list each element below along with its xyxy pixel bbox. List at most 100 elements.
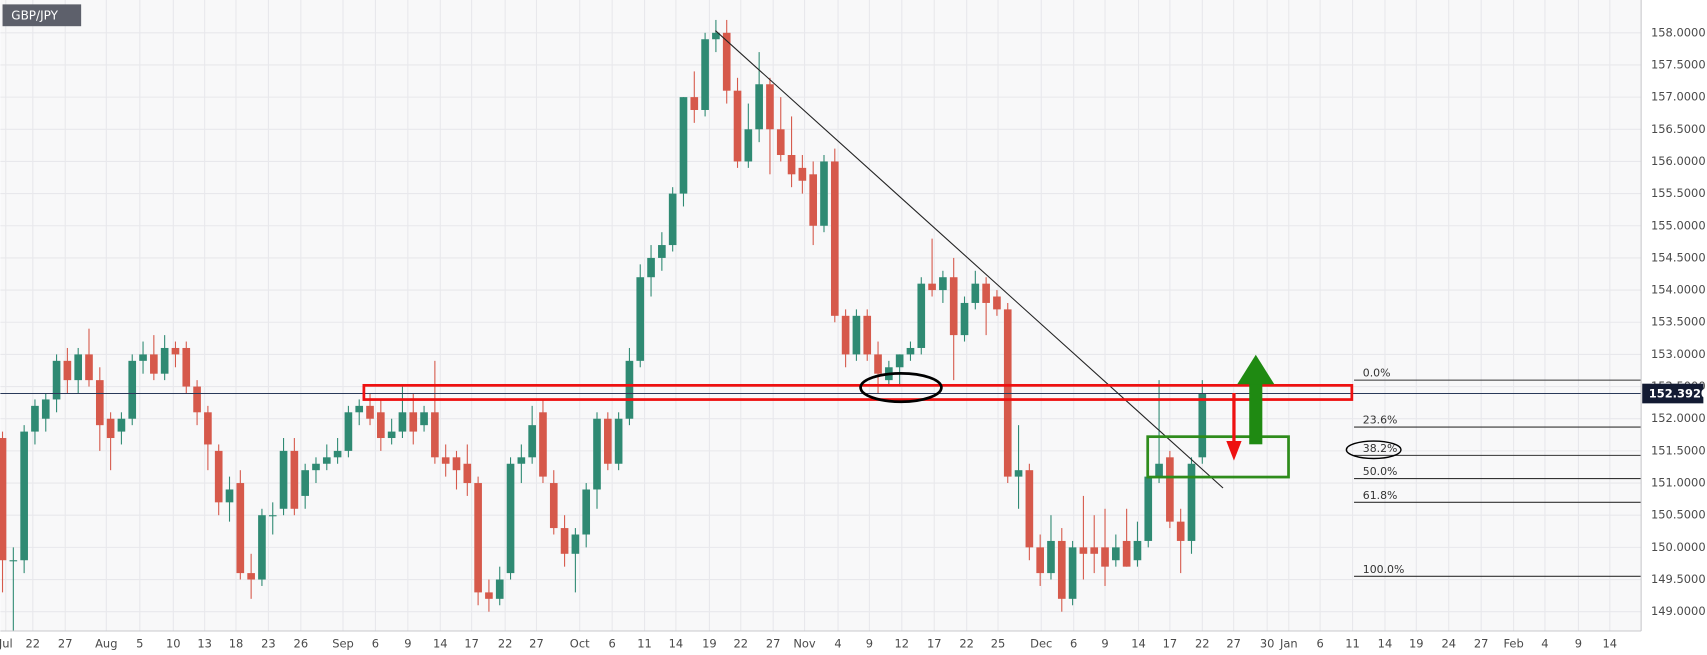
y-tick-label: 153.5000 (1651, 315, 1706, 329)
x-tick-label: 5 (136, 637, 143, 651)
candle-body (247, 573, 255, 580)
candle-body (895, 354, 904, 368)
candle-body (549, 483, 558, 529)
candle-body (1079, 547, 1088, 554)
circle-annotation (859, 371, 943, 404)
chart-title: GBP/JPY (11, 8, 58, 22)
y-tick-label: 158.0000 (1651, 25, 1706, 39)
candle-body (258, 515, 266, 580)
x-tick-label: 11 (637, 637, 652, 651)
candle-body (928, 283, 936, 291)
candle-body (625, 360, 634, 419)
fib-label: 100.0% (1363, 563, 1405, 576)
x-tick-label: 22 (1195, 637, 1210, 651)
candle-body (506, 463, 515, 574)
fibonacci: 0.0% 23.6% 38.2% 50.0% 61.8% 100.0% (1354, 367, 1642, 577)
x-tick-label: Feb (1503, 637, 1523, 651)
y-tick-label: 149.5000 (1651, 572, 1706, 586)
axes: 149.0000 149.5000 150.0000 150.5000 151.0000… (0, 25, 1707, 650)
candle-body (722, 32, 731, 91)
x-tick-label: 9 (1101, 637, 1108, 651)
plot-background (0, 0, 1641, 631)
x-tick-label: Aug (95, 637, 117, 651)
candle-body (1025, 470, 1034, 548)
target-zone (1146, 435, 1290, 479)
y-tick-label: 154.5000 (1651, 250, 1706, 264)
candle-body (117, 418, 126, 432)
candle-body (366, 405, 374, 419)
candle-body (52, 360, 61, 400)
x-tick-label: 9 (1575, 637, 1582, 651)
candle-body (701, 39, 709, 110)
candle-body (204, 412, 212, 445)
candle-body (1047, 540, 1055, 574)
fib-circle (1345, 440, 1402, 460)
candle-body (214, 450, 223, 503)
candle-body (333, 450, 342, 458)
candle-body (1187, 463, 1196, 541)
candle-body (733, 90, 742, 162)
candle-body (95, 380, 104, 426)
y-tick-label: 157.5000 (1651, 57, 1706, 71)
x-tick-label: 27 (1226, 637, 1241, 651)
x-tick-label: 14 (1378, 637, 1393, 651)
x-tick-label: 25 (991, 637, 1006, 651)
candle-body (452, 457, 461, 471)
fib-label: 50.0% (1363, 465, 1398, 478)
candle-body (603, 418, 612, 464)
candles (0, 19, 1642, 631)
x-tick-label: 6 (1070, 637, 1077, 651)
candle-body (63, 360, 72, 381)
candle-body (798, 167, 807, 181)
candle-body (1122, 540, 1131, 567)
trend-line (715, 30, 1224, 489)
x-tick-label: Jan (1279, 637, 1298, 651)
x-tick-label: 14 (1131, 637, 1146, 651)
candle-body (485, 592, 493, 599)
x-tick-label: 4 (834, 637, 841, 651)
candle-body (528, 425, 536, 458)
x-tick-label: 27 (766, 637, 781, 651)
candle-body (658, 245, 666, 258)
fib-label: 23.6% (1363, 414, 1398, 427)
candle-body (128, 360, 137, 419)
candle-body (993, 296, 1001, 310)
candle-body (679, 97, 688, 194)
candle-body (1144, 476, 1153, 541)
y-tick-label: 150.0000 (1651, 540, 1706, 554)
candle-body (322, 457, 331, 464)
x-tick-label: 17 (1163, 637, 1178, 651)
x-tick-label: 18 (229, 637, 244, 651)
x-tick-label: Sep (332, 637, 354, 651)
y-tick-label: 149.0000 (1651, 604, 1706, 618)
candle-body (1166, 457, 1174, 522)
candle-body (344, 412, 353, 451)
x-tick-label: 6 (372, 637, 379, 651)
fib-label: 61.8% (1363, 489, 1398, 502)
candle-body (582, 489, 591, 535)
x-tick-label: 26 (294, 637, 309, 651)
x-tick-label: 17 (927, 637, 942, 651)
candle-body (863, 315, 872, 355)
y-tick-label: 150.5000 (1651, 508, 1706, 522)
x-tick-label: 19 (1409, 637, 1424, 651)
candle-body (1133, 540, 1142, 561)
candle-body (830, 161, 839, 316)
x-tick-label: 14 (669, 637, 684, 651)
x-tick-label: 17 (464, 637, 479, 651)
candle-body (474, 483, 482, 593)
candle-body (766, 84, 774, 130)
x-tick-label: 22 (498, 637, 513, 651)
candle-body (712, 32, 720, 40)
y-tick-label: 153.0000 (1651, 347, 1706, 361)
x-tick-label: 6 (608, 637, 615, 651)
x-tick-label: 11 (1345, 637, 1360, 651)
x-tick-label: 27 (1474, 637, 1489, 651)
candle-body (182, 347, 191, 387)
x-tick-label: 22 (733, 637, 748, 651)
title-box (2, 4, 82, 27)
candle-body (636, 277, 645, 361)
candle-body (1014, 470, 1023, 477)
x-tick-label: Jul (0, 637, 13, 651)
